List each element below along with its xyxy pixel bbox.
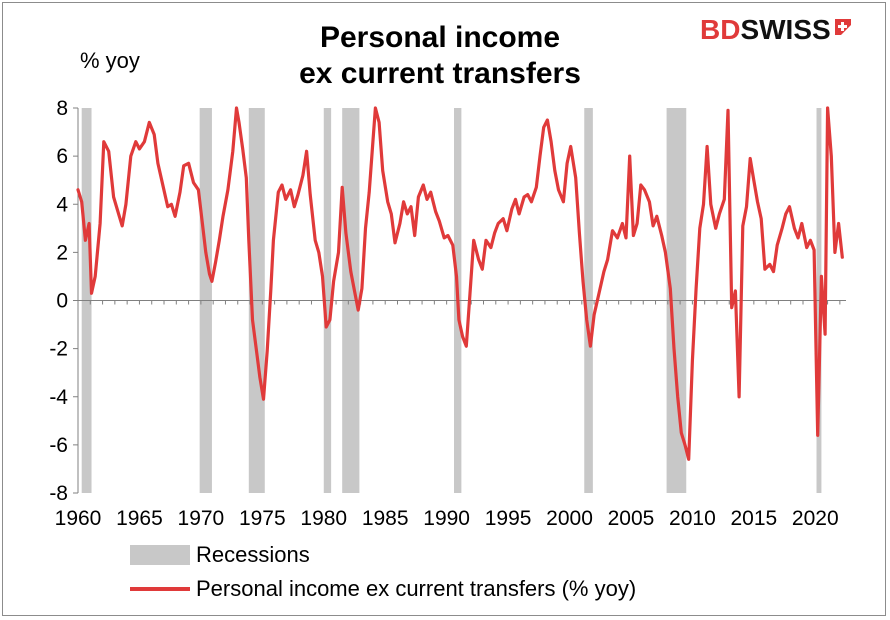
x-tick-label-2015: 2015 [730,507,777,530]
legend-label-series: Personal income ex current transfers (% … [196,576,637,601]
y-tick-label--4: -4 [49,386,68,409]
y-tick-label-2: 2 [56,241,68,264]
y-tick-label--6: -6 [49,434,68,457]
brand-logo: BDSWISS [700,14,853,46]
y-axis-label: % yoy [80,48,140,73]
x-tick-label-1965: 1965 [116,507,163,530]
x-tick-label-1970: 1970 [178,507,225,530]
legend-swatch-recessions [130,545,190,565]
y-tick-label-0: 0 [56,290,68,313]
x-tick-label-2010: 2010 [669,507,716,530]
y-tick-label-8: 8 [56,97,68,120]
x-tick-label-1990: 1990 [423,507,470,530]
brand-logo-part-1: BD [700,14,741,45]
x-tick-label-2000: 2000 [546,507,593,530]
x-tick-label-2005: 2005 [608,507,655,530]
x-tick-label-2020: 2020 [792,507,839,530]
legend-item-recessions: Recessions [130,538,636,572]
legend: Recessions Personal income ex current tr… [130,538,636,606]
x-tick-label-1995: 1995 [485,507,532,530]
brand-cross-icon [834,19,851,35]
y-tick-label-4: 4 [56,193,68,216]
legend-label-recessions: Recessions [196,542,310,567]
y-tick-label--2: -2 [49,338,68,361]
chart-title-line-1: Personal income [319,21,561,54]
brand-logo-part-2: SWISS [740,14,831,45]
x-tick-label-1960: 1960 [55,507,102,530]
y-tick-label--8: -8 [49,482,68,505]
legend-swatch-series [130,587,190,591]
x-tick-label-1980: 1980 [300,507,347,530]
chart-title: Personal income ex current transfers [250,20,630,92]
x-tick-label-1975: 1975 [239,507,286,530]
legend-item-series: Personal income ex current transfers (% … [130,572,636,606]
y-tick-label-6: 6 [56,145,68,168]
chart-title-line-2: ex current transfers [299,57,581,90]
series-line-0 [76,106,844,461]
x-tick-label-1985: 1985 [362,507,409,530]
